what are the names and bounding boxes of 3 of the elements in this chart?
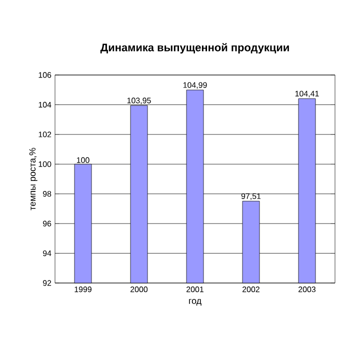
y-axis-title: темпы роста,% [29, 148, 38, 210]
x-axis-title: год [189, 299, 202, 306]
chart-title: Динамика выпущенной продукции [100, 43, 289, 54]
